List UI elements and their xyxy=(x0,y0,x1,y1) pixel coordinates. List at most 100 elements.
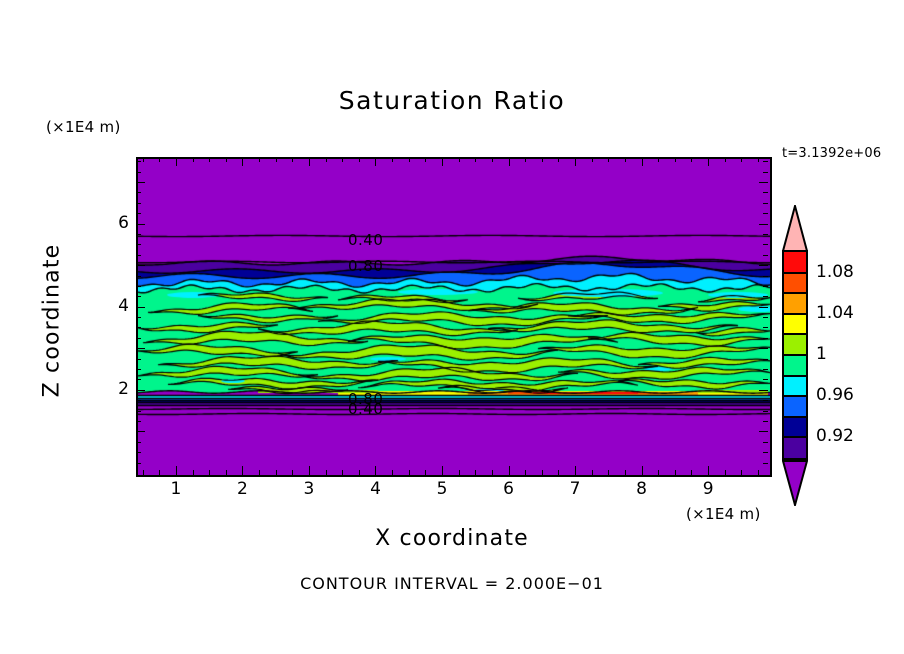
axis-tick xyxy=(136,431,145,433)
axis-tick xyxy=(759,181,768,183)
axis-tick xyxy=(136,181,145,183)
axis-tick xyxy=(708,466,710,475)
contour-interval-caption: CONTOUR INTERVAL = 2.000E−01 xyxy=(300,574,604,593)
page-title: Saturation Ratio xyxy=(338,86,566,115)
axis-tick xyxy=(763,400,768,402)
axis-tick xyxy=(491,470,493,475)
axis-tick xyxy=(759,431,768,433)
axis-tick xyxy=(136,202,141,204)
axis-tick xyxy=(408,157,410,162)
axis-tick xyxy=(759,389,768,391)
axis-tick xyxy=(763,171,768,173)
axis-tick xyxy=(136,223,145,225)
colorbar-tick-label: 0.96 xyxy=(816,385,854,406)
colorbar-tick-label: 0.92 xyxy=(816,426,854,447)
axis-tick xyxy=(641,466,643,475)
colorbar-divider xyxy=(784,395,806,398)
axis-tick xyxy=(292,470,294,475)
axis-tick xyxy=(763,462,768,464)
x-tick-label: 1 xyxy=(170,479,182,499)
axis-tick xyxy=(159,470,161,475)
axis-tick xyxy=(608,470,610,475)
x-tick-label: 7 xyxy=(569,479,581,499)
axis-tick xyxy=(375,157,377,166)
colorbar-divider xyxy=(784,415,806,418)
axis-tick xyxy=(674,470,676,475)
axis-tick xyxy=(375,466,377,475)
contour-value-label: 0.80 xyxy=(348,257,384,275)
axis-tick xyxy=(325,470,327,475)
axis-tick xyxy=(541,157,543,162)
axis-tick xyxy=(763,337,768,339)
axis-tick xyxy=(136,348,145,350)
axis-tick xyxy=(136,296,141,298)
contour-value-label: 0.80 xyxy=(348,390,384,408)
axis-tick xyxy=(136,171,141,173)
axis-tick xyxy=(458,470,460,475)
axis-tick xyxy=(575,466,577,475)
colorbar-band xyxy=(784,293,806,314)
axis-tick xyxy=(136,306,145,308)
x-tick-label: 9 xyxy=(702,479,714,499)
axis-tick xyxy=(763,358,768,360)
axis-tick xyxy=(724,157,726,162)
axis-tick xyxy=(763,410,768,412)
axis-tick xyxy=(242,157,244,166)
x-tick-label: 3 xyxy=(303,479,315,499)
colorbar-divider xyxy=(784,333,806,336)
axis-tick xyxy=(136,161,141,163)
axis-tick xyxy=(136,244,141,246)
axis-tick xyxy=(763,369,768,371)
axis-tick xyxy=(175,157,177,166)
axis-tick xyxy=(691,470,693,475)
colorbar-divider xyxy=(784,374,806,377)
x-axis-title: X coordinate xyxy=(375,526,529,551)
axis-tick xyxy=(763,285,768,287)
x-tick-label: 8 xyxy=(636,479,647,499)
axis-tick xyxy=(758,157,760,162)
axis-tick xyxy=(392,470,394,475)
colorbar-bands xyxy=(782,250,808,460)
axis-tick xyxy=(136,452,141,454)
colorbar-divider xyxy=(784,312,806,315)
colorbar-band xyxy=(784,355,806,376)
axis-tick xyxy=(759,223,768,225)
y-tick-label: 6 xyxy=(118,212,129,233)
x-tick-label: 6 xyxy=(503,479,514,499)
axis-tick xyxy=(225,157,227,162)
axis-tick xyxy=(275,157,277,162)
colorbar-band xyxy=(784,252,806,273)
axis-tick xyxy=(508,466,510,475)
axis-tick xyxy=(442,157,444,166)
colorbar-divider xyxy=(784,292,806,295)
axis-tick xyxy=(308,466,310,475)
axis-tick xyxy=(763,452,768,454)
axis-tick xyxy=(275,470,277,475)
axis-tick xyxy=(136,389,145,391)
axis-tick xyxy=(724,470,726,475)
axis-tick xyxy=(308,157,310,166)
colorbar-band xyxy=(784,396,806,417)
axis-tick xyxy=(136,379,141,381)
x-tick-label: 2 xyxy=(237,479,248,499)
axis-tick xyxy=(541,470,543,475)
axis-tick xyxy=(136,410,141,412)
axis-tick xyxy=(175,466,177,475)
axis-tick xyxy=(136,317,141,319)
axis-tick xyxy=(741,470,743,475)
axis-tick xyxy=(136,213,141,215)
axis-tick xyxy=(259,470,261,475)
axis-tick xyxy=(136,441,141,443)
colorbar-tick-label: 1.04 xyxy=(816,302,854,323)
axis-tick xyxy=(292,157,294,162)
axis-tick xyxy=(763,244,768,246)
colorbar-over-arrow xyxy=(782,205,808,252)
axis-tick xyxy=(136,358,141,360)
axis-tick xyxy=(763,213,768,215)
axis-tick xyxy=(763,379,768,381)
axis-tick xyxy=(525,470,527,475)
colorbar-divider xyxy=(784,436,806,439)
y-axis-title: Z coordinate xyxy=(39,243,65,398)
axis-tick xyxy=(763,233,768,235)
colorbar: 1.08 1.04 1 0.96 0.92 xyxy=(782,205,854,506)
